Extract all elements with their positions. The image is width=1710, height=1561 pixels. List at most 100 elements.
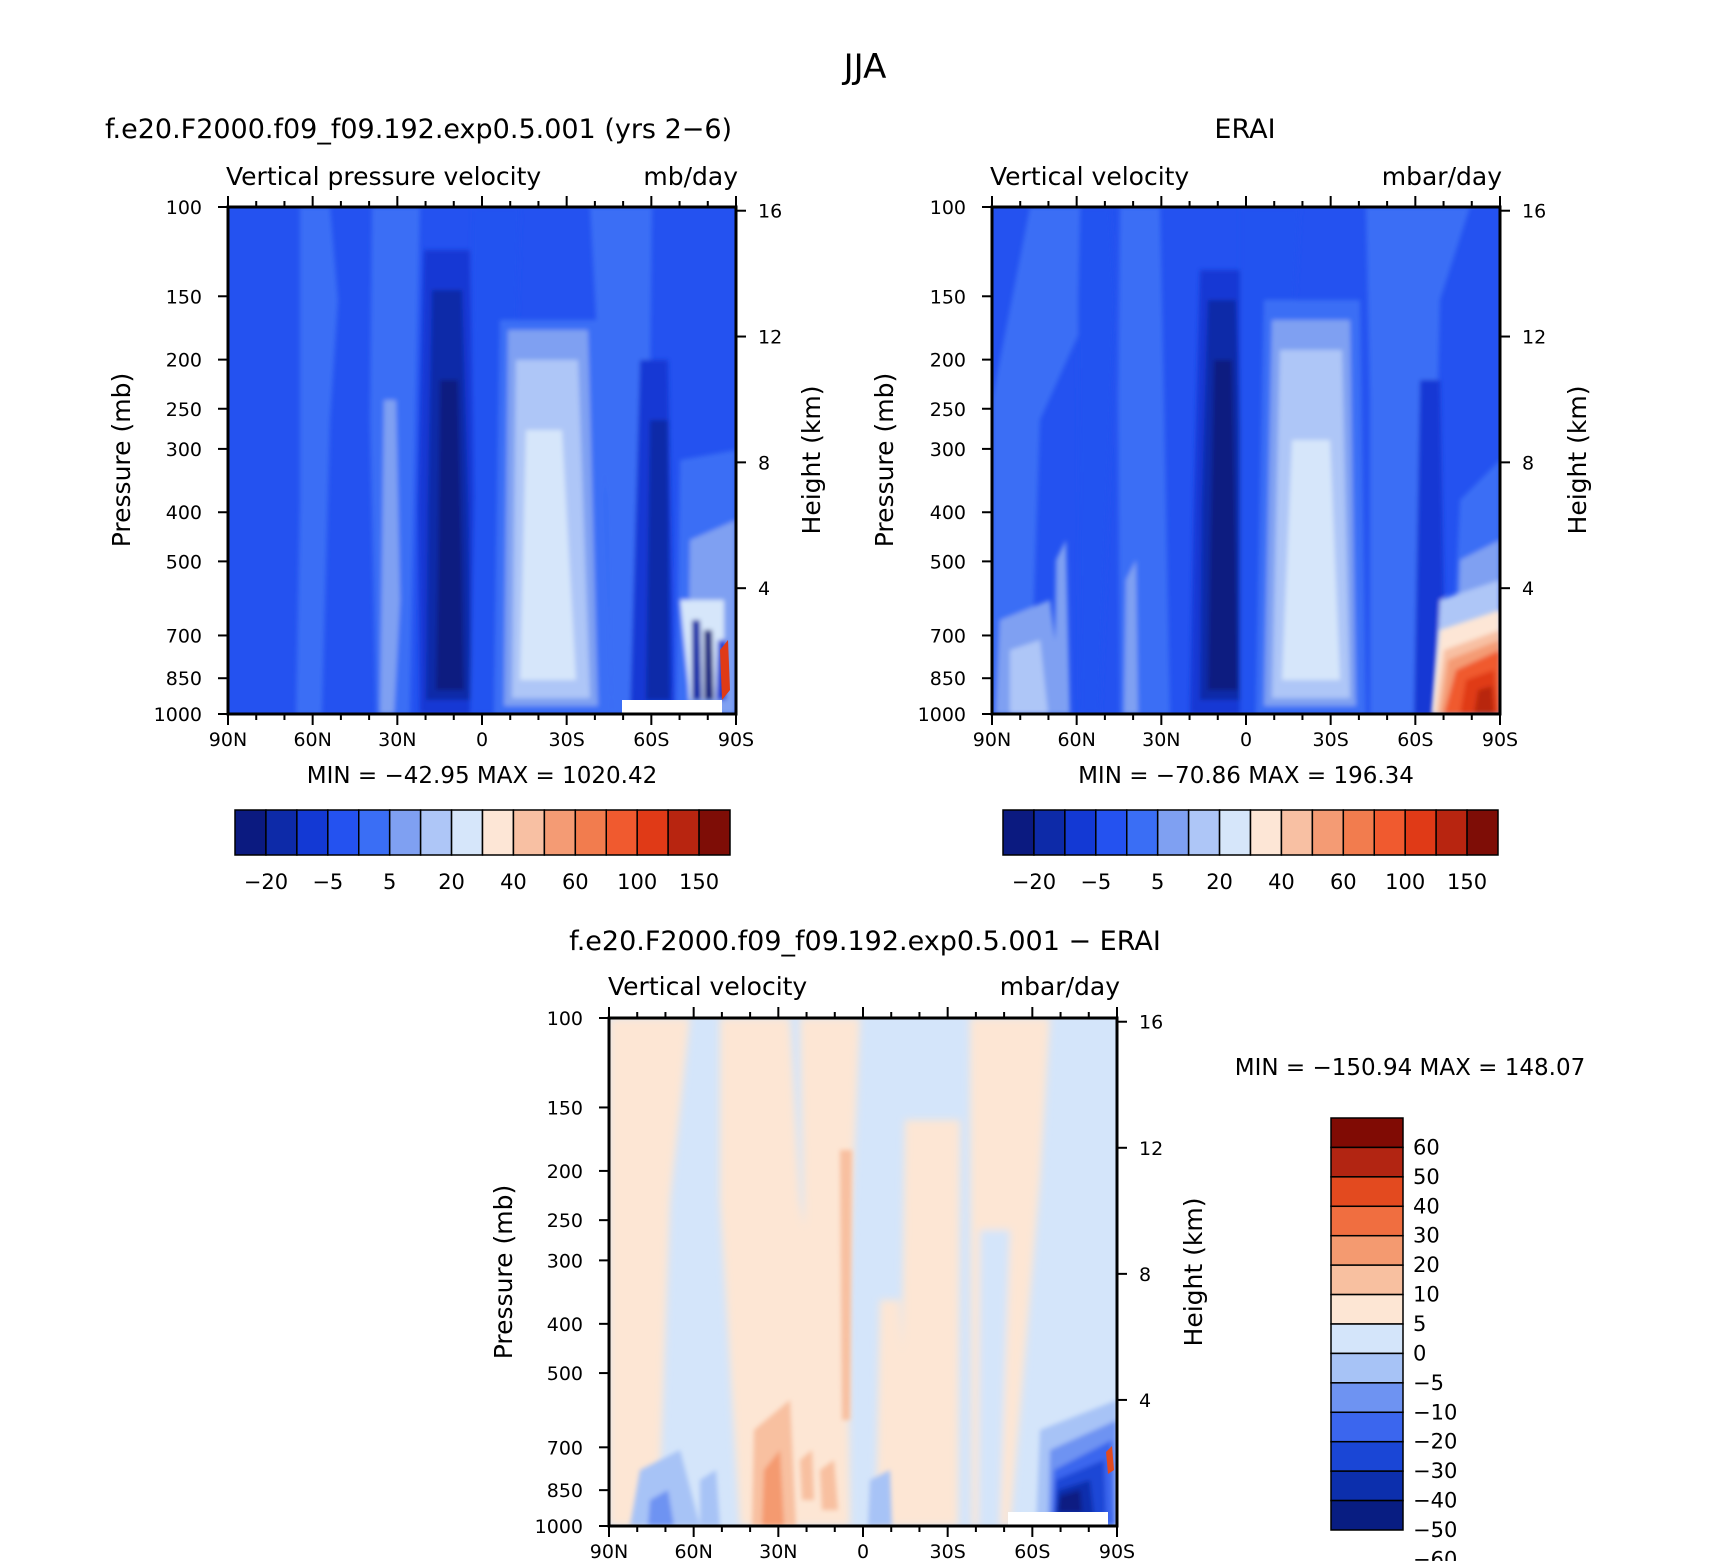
colorbar-label: 60 [1330,870,1357,894]
height-tick-label: 12 [1139,1138,1163,1160]
pressure-tick-label: 500 [930,551,966,573]
pressure-tick-label: 150 [166,286,202,308]
panel-diff-ylabel-right: Height (km) [1179,1198,1208,1347]
colorbar-swatch [1373,809,1406,856]
lat-tick-label: 30S [549,729,585,751]
pressure-tick-label: 400 [930,502,966,524]
colorbar-label: −30 [1413,1459,1457,1483]
height-tick-label: 8 [758,452,770,474]
pressure-tick-label: 400 [547,1314,583,1336]
pressure-tick-label: 850 [166,668,202,690]
pressure-tick-label: 150 [930,286,966,308]
colorbar-swatch [1330,1117,1404,1149]
pressure-tick-label: 700 [166,625,202,647]
panel-obs-colorbar: −20 −5 5 20 40 60 100 150 [1002,809,1499,894]
panel-obs-units: mbar/day [1382,162,1502,191]
lat-tick-label: 90N [973,729,1011,751]
colorbar-label: 5 [383,870,396,894]
panel-model-axes: 100 150 200 250 300 400 500 700 850 1000 16 12 8 4 90N… [154,196,782,751]
pressure-tick-label: 500 [547,1363,583,1385]
colorbar-swatch [1002,809,1035,856]
colorbar-swatch [1330,1205,1404,1237]
height-tick-label: 4 [758,578,770,600]
panel-model-case-title: f.e20.F2000.f09_f09.192.exp0.5.001 (yrs … [105,114,732,145]
panel-diff-min-max: MIN = −150.94 MAX = 148.07 [1235,1055,1586,1081]
colorbar-swatch [1330,1176,1404,1208]
colorbar-swatch [1330,1440,1404,1472]
colorbar-swatch [667,809,700,856]
pressure-tick-label: 400 [166,502,202,524]
colorbar-label: 100 [617,870,657,894]
lat-tick-label: 30S [1313,729,1349,751]
lat-tick-label: 30N [759,1541,797,1561]
colorbar-swatch [481,809,515,856]
panel-obs-axes: 100 150 200 250 300 400 500 700 850 1000 16 12 8 4 90N… [918,196,1546,751]
pressure-tick-label: 850 [930,668,966,690]
pressure-tick-label: 1000 [535,1516,583,1538]
colorbar-label: 20 [1413,1253,1440,1277]
panel-model-ylabel-right: Height (km) [797,386,826,535]
colorbar-label: 40 [500,870,527,894]
colorbar-label: 40 [1268,870,1295,894]
pressure-tick-label: 300 [930,439,966,461]
lat-tick-label: 30S [930,1541,966,1561]
colorbar-swatch [1249,809,1283,856]
colorbar-label: 5 [1413,1312,1426,1336]
colorbar-swatch [1311,809,1345,856]
height-tick-label: 16 [1139,1012,1163,1034]
colorbar-swatch [265,809,298,856]
pressure-tick-label: 300 [166,439,202,461]
lat-tick-label: 90S [1482,729,1518,751]
colorbar-swatch [234,809,267,856]
panel-diff-variable: Vertical velocity [608,972,807,1001]
panel-obs: ERAI Vertical velocity mbar/day [870,114,1592,894]
lat-tick-label: 60N [674,1541,712,1561]
colorbar-label: −40 [1413,1489,1457,1513]
pressure-tick-label: 100 [166,197,202,219]
colorbar-label: −20 [1012,870,1056,894]
pressure-tick-label: 100 [930,197,966,219]
panel-diff-ylabel-left: Pressure (mb) [489,1185,518,1359]
colorbar-swatch [419,809,453,856]
colorbar-label: 50 [1413,1165,1440,1189]
colorbar-swatch [1218,809,1252,856]
pressure-tick-label: 300 [547,1250,583,1272]
lat-tick-label: 60S [1397,729,1433,751]
colorbar-swatch [450,809,484,856]
height-tick-label: 12 [758,327,782,349]
pressure-tick-label: 1000 [918,704,966,726]
colorbar-swatch [636,809,669,856]
colorbar-swatch [512,809,546,856]
height-tick-label: 4 [1139,1390,1151,1412]
colorbar-swatch [1330,1264,1404,1296]
panel-diff-units: mbar/day [1000,972,1120,1001]
colorbar-swatch [1435,809,1468,856]
panel-model-variable: Vertical pressure velocity [226,162,541,191]
colorbar-swatch [605,809,638,856]
colorbar-swatch [1330,1293,1404,1325]
colorbar-label: 100 [1385,870,1425,894]
colorbar-label: 60 [1413,1135,1440,1159]
colorbar-label: 60 [562,870,589,894]
pressure-tick-label: 250 [930,399,966,421]
colorbar-swatch [574,809,607,856]
figure-title: JJA [842,47,887,87]
height-tick-label: 8 [1139,1264,1151,1286]
colorbar-label: 150 [1447,870,1487,894]
panel-model-ylabel-left: Pressure (mb) [107,373,136,547]
panel-model-units: mb/day [643,162,738,191]
pressure-tick-label: 850 [547,1480,583,1502]
panel-diff-axes: 100 150 200 250 300 400 500 700 850 1000 16 12 8 4 90N… [535,1007,1163,1561]
colorbar-swatch [358,809,391,856]
colorbar-label: 5 [1151,870,1164,894]
lat-tick-label: 90S [1099,1541,1135,1561]
height-tick-label: 4 [1522,578,1534,600]
panel-obs-case-title: ERAI [1214,114,1275,145]
lat-tick-label: 90N [590,1541,628,1561]
height-tick-label: 8 [1522,452,1534,474]
colorbar-swatch [1330,1146,1404,1178]
lat-tick-label: 90N [209,729,247,751]
panel-model-contour-field [228,207,736,714]
panel-obs-min-max: MIN = −70.86 MAX = 196.34 [1078,763,1414,789]
